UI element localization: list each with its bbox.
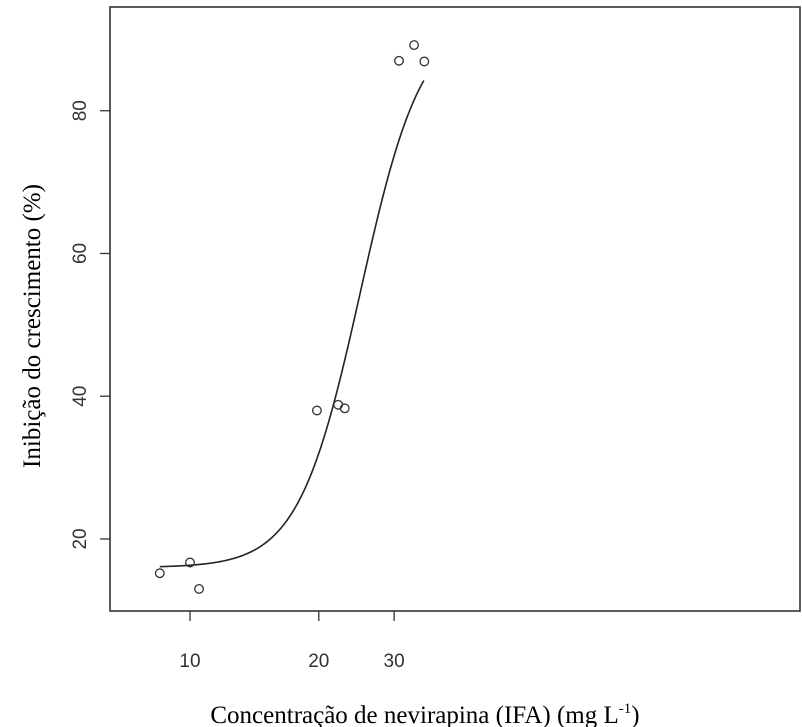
x-tick-label: 20 [308, 651, 329, 672]
data-point [185, 557, 195, 568]
x-axis-label: Concentração de nevirapina (IFA) (mg L-1… [210, 701, 639, 727]
data-point [394, 55, 404, 66]
data-points [154, 40, 430, 594]
y-tick-label: 40 [70, 386, 91, 407]
y-axis-label: Inibição do crescimento (%) [19, 184, 46, 468]
data-point [154, 568, 165, 579]
y-axis: 20 40 60 80 [70, 100, 110, 550]
x-tick-label: 30 [384, 651, 405, 672]
data-point [194, 583, 205, 594]
data-point [419, 56, 430, 67]
fitted-curve [159, 80, 425, 568]
data-point [333, 399, 344, 410]
data-point [339, 403, 350, 414]
data-point [409, 40, 420, 51]
y-tick-label: 20 [70, 528, 91, 549]
x-tick-label: 10 [179, 651, 200, 672]
y-tick-label: 80 [70, 100, 91, 121]
x-axis: 10 20 30 [179, 611, 405, 672]
plot-frame [109, 6, 801, 612]
y-tick-label: 60 [70, 243, 91, 264]
data-point [311, 405, 322, 416]
